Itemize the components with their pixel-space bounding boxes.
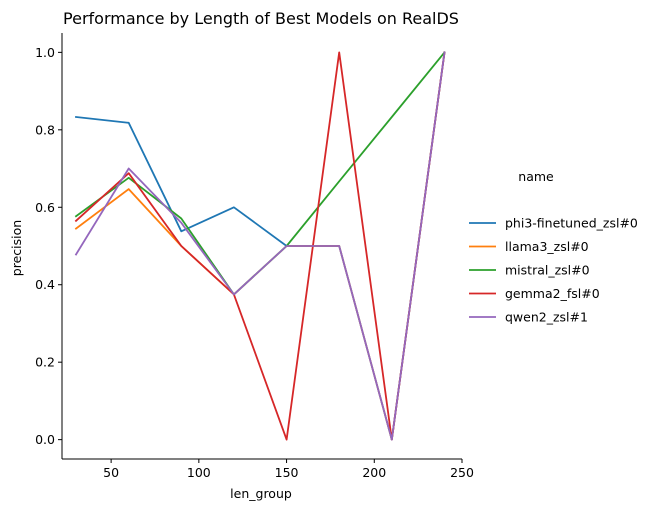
x-tick-label: 50 [103, 465, 119, 480]
series-line-0 [75, 51, 446, 441]
y-tick-label: 0.4 [35, 277, 55, 292]
legend: name phi3-finetuned_zsl#0 llama3_zsl#0mis… [469, 169, 638, 325]
legend-label: llama3_zsl#0 [505, 239, 589, 254]
series-line-2 [74, 51, 446, 296]
x-axis-label: len_group [230, 486, 292, 501]
x-tick-label: 150 [275, 465, 299, 480]
series-layer [74, 51, 446, 441]
legend-title: name [518, 169, 554, 184]
y-tick-label: 1.0 [35, 45, 55, 60]
y-tick-label: 0.8 [35, 122, 55, 137]
series-line-1 [74, 51, 446, 441]
x-tick-label: 250 [450, 465, 474, 480]
plot-axes [61, 33, 462, 460]
y-tick-label: 0.6 [35, 200, 55, 215]
chart-title: Performance by Length of Best Models on … [63, 9, 459, 28]
x-tick-label: 100 [187, 465, 211, 480]
legend-label: gemma2_fsl#0 [505, 286, 600, 301]
legend-label: phi3-finetuned_zsl#0 [505, 216, 638, 231]
axis-ticks: 50 100 150 200 250 0.0 0.2 0.4 0.6 0.8 1.0 [35, 45, 474, 480]
series-line-3 [74, 51, 446, 441]
y-axis-label: precision [9, 220, 24, 276]
legend-label: qwen2_zsl#1 [505, 310, 588, 325]
x-tick-label: 200 [362, 465, 386, 480]
y-tick-label: 0.0 [35, 432, 55, 447]
legend-label: mistral_zsl#0 [505, 263, 590, 278]
y-tick-label: 0.2 [35, 355, 55, 370]
series-line-4 [74, 51, 446, 441]
